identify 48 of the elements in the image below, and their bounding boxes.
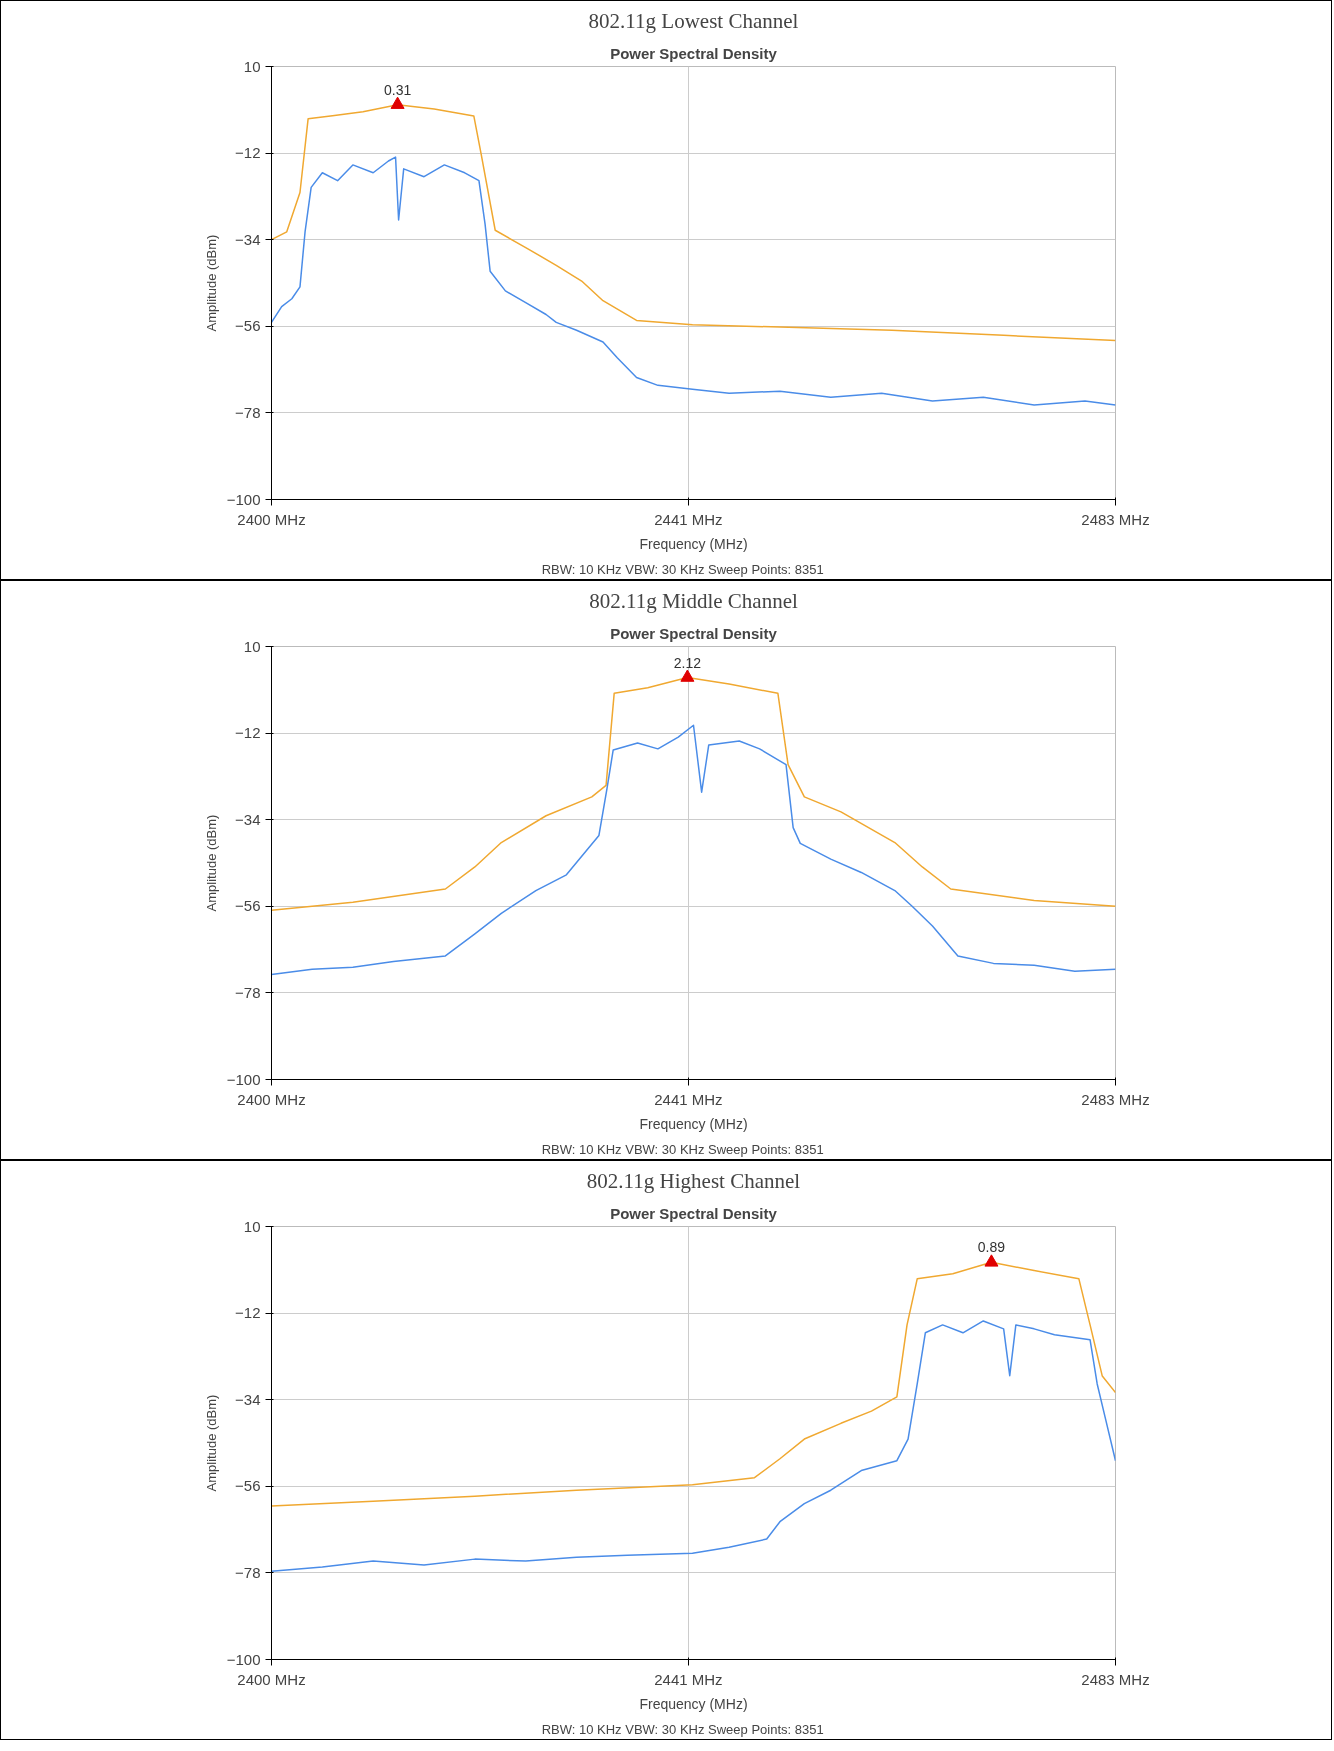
x-tick-label: 2400 MHz	[237, 1670, 306, 1688]
line-series	[271, 1320, 1116, 1573]
chart-subtitle: Power Spectral Density	[610, 1204, 778, 1222]
y-tick-label: 10	[243, 637, 261, 655]
line-series	[271, 724, 1116, 976]
chart-title: 802.11g Highest Channel	[586, 1168, 801, 1193]
y-tick-label: −100	[226, 490, 261, 508]
x-tick-label: 2483 MHz	[1081, 510, 1150, 528]
x-tick-label: 2400 MHz	[237, 510, 306, 528]
x-tick-label: 2441 MHz	[654, 1670, 723, 1688]
x-tick-label: 2400 MHz	[237, 1090, 306, 1108]
x-tick-label: 2483 MHz	[1081, 1090, 1150, 1108]
y-tick-label: −12	[235, 1304, 261, 1322]
chart-subtitle: Power Spectral Density	[610, 624, 778, 642]
x-axis-title: Frequency (MHz)	[639, 1695, 748, 1712]
x-tick-label: 2441 MHz	[654, 510, 723, 528]
data-label: 0.89	[977, 1239, 1006, 1256]
x-axis-title: Frequency (MHz)	[639, 1115, 748, 1132]
line-series	[271, 156, 1116, 406]
y-tick-label: −12	[235, 144, 261, 162]
text: RBW: 10 KHz VBW: 30 KHz Sweep Points: 8351	[541, 1721, 824, 1737]
chart-title: 802.11g Lowest Channel	[588, 8, 799, 33]
text: RBW: 10 KHz VBW: 30 KHz Sweep Points: 8351	[541, 561, 824, 577]
y-tick-label: 10	[243, 1217, 261, 1235]
y-axis-title: Amplitude (dBm)	[203, 814, 219, 912]
y-tick-label: −56	[235, 897, 261, 915]
y-tick-label: −100	[226, 1070, 261, 1088]
x-tick-label: 2441 MHz	[654, 1090, 723, 1108]
x-axis-title: Frequency (MHz)	[639, 535, 748, 552]
y-tick-label: −34	[235, 1390, 261, 1408]
y-axis-title: Amplitude (dBm)	[203, 1394, 219, 1492]
y-tick-label: −56	[235, 1477, 261, 1495]
y-tick-label: −78	[235, 403, 261, 421]
y-tick-label: −56	[235, 317, 261, 335]
y-tick-label: −100	[226, 1650, 261, 1668]
data-label: 0.31	[383, 81, 412, 98]
y-tick-label: −34	[235, 230, 261, 248]
y-tick-label: −34	[235, 810, 261, 828]
text: RBW: 10 KHz VBW: 30 KHz Sweep Points: 8351	[541, 1141, 824, 1157]
y-tick-label: 10	[243, 57, 261, 75]
y-tick-label: −78	[235, 983, 261, 1001]
y-tick-label: −12	[235, 724, 261, 742]
chart-title: 802.11g Middle Channel	[589, 588, 798, 613]
data-label: 2.12	[673, 654, 702, 671]
y-tick-label: −78	[235, 1563, 261, 1581]
chart-subtitle: Power Spectral Density	[610, 44, 778, 62]
y-axis-title: Amplitude (dBm)	[203, 234, 219, 332]
x-tick-label: 2483 MHz	[1081, 1670, 1150, 1688]
